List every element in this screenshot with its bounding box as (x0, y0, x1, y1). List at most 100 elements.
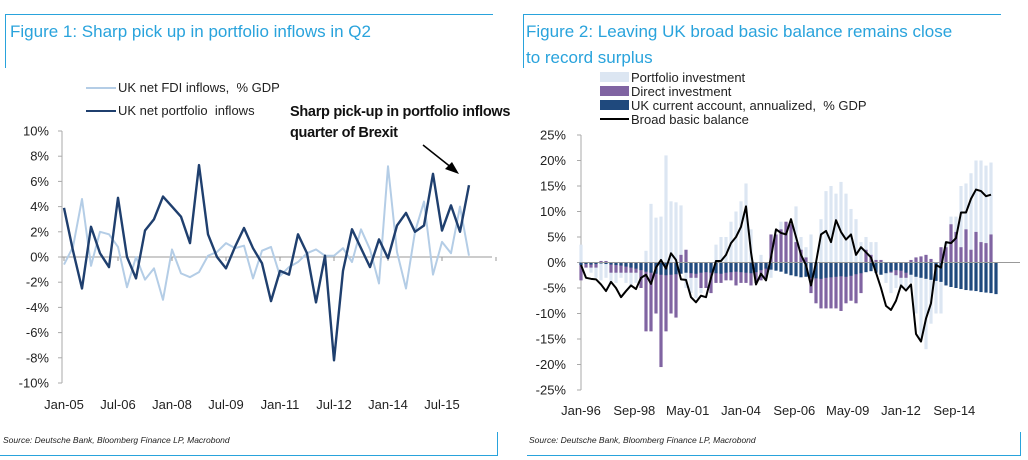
figure2-title-line-2: to record surplus (526, 48, 653, 67)
y-tick-label: -2% (26, 275, 50, 290)
bar-portfolio-investment (984, 165, 988, 263)
bar-direct-investment (699, 262, 703, 288)
bar-current-account (729, 262, 733, 273)
figure2-bottom-rule (527, 455, 1021, 456)
bar-direct-investment (614, 262, 618, 273)
bar-direct-investment (639, 262, 643, 288)
legend-item-fdi: UK net FDI inflows, % GDP (86, 76, 280, 99)
x-tick-label: Jul-15 (424, 397, 459, 412)
bar-portfolio-investment (744, 183, 748, 263)
annotation-line-1: Sharp pick-up in portfolio inflows (290, 104, 511, 120)
bar-portfolio-investment (604, 262, 608, 278)
bar-current-account (834, 262, 838, 277)
bar-direct-investment (919, 256, 923, 263)
series-line-portfolio (62, 163, 471, 362)
figure2-legend: Portfolio investment Direct investment U… (600, 70, 867, 127)
bar-current-account (699, 262, 703, 273)
bar-portfolio-investment (959, 186, 963, 263)
bar-current-account (864, 262, 868, 273)
bar-current-account (854, 262, 858, 275)
y-tick-label: 8% (30, 149, 49, 164)
figure2-title-line-1: Figure 2: Leaving UK broad basic balance… (526, 22, 953, 41)
x-tick-label: Jan-12 (881, 403, 921, 418)
bar-portfolio-investment (929, 262, 933, 324)
x-tick-label: May-09 (826, 403, 869, 418)
bar-current-account (894, 262, 898, 271)
bar-direct-investment (734, 262, 738, 286)
bar-direct-investment (764, 262, 768, 278)
bar-current-account (904, 262, 908, 273)
y-tick-label: 0% (30, 250, 49, 265)
y-tick-label: -10% (536, 306, 567, 321)
bar-current-account (874, 262, 878, 273)
bar-current-account (879, 262, 883, 275)
bar-direct-investment (939, 247, 943, 263)
bar-current-account (659, 262, 663, 275)
legend-item-broad-basic-balance: Broad basic balance (600, 112, 867, 127)
bar-direct-investment (594, 262, 598, 268)
bar-current-account (844, 262, 848, 277)
y-tick-label: 6% (30, 174, 49, 189)
bar-direct-investment (584, 262, 588, 268)
bar-portfolio-investment (964, 183, 968, 263)
bar-current-account (794, 262, 798, 277)
bar-portfolio-investment (889, 262, 893, 294)
bar-current-account (939, 262, 943, 282)
figure1-chart: 10% 8% 6% 4% 2% 0% -2% -4% -6% -8% -10% Jan-05 Jul-0… (19, 124, 497, 412)
bar-direct-investment (964, 229, 968, 263)
bar-current-account (694, 262, 698, 274)
legend-swatch-fdi (86, 86, 116, 89)
figure2-top-rule (523, 14, 1001, 15)
bar-direct-investment (624, 262, 628, 273)
bar-direct-investment (739, 262, 743, 283)
y-tick-label: 2% (30, 224, 49, 239)
figure1-legend: UK net FDI inflows, % GDP UK net portfol… (86, 76, 280, 122)
bar-portfolio-investment (824, 191, 828, 263)
bar-direct-investment (844, 262, 848, 304)
y-tick-label: 15% (540, 179, 566, 194)
y-tick-label: -4% (26, 300, 50, 315)
legend-label-portfolio: UK net portfolio inflows (118, 103, 255, 118)
bar-current-account (644, 262, 648, 272)
bar-direct-investment (819, 262, 823, 309)
bar-direct-investment (989, 234, 993, 263)
bar-portfolio-investment (759, 254, 763, 263)
bar-portfolio-investment (614, 262, 618, 283)
y-tick-label: -6% (26, 325, 50, 340)
bar-direct-investment (984, 243, 988, 263)
bar-current-account (689, 262, 693, 274)
bar-portfolio-investment (974, 160, 978, 263)
bar-portfolio-investment (839, 181, 843, 263)
bar-current-account (819, 262, 823, 279)
y-tick-label: 10% (540, 204, 566, 219)
bar-direct-investment (829, 262, 833, 309)
bar-direct-investment (579, 262, 583, 281)
bar-portfolio-investment (859, 242, 863, 263)
legend-item-portfolio: UK net portfolio inflows (86, 99, 280, 122)
legend-label-fdi: UK net FDI inflows, % GDP (118, 80, 280, 95)
bar-direct-investment (609, 262, 613, 273)
bar-current-account (974, 262, 978, 292)
bar-portfolio-investment (654, 217, 658, 263)
bar-portfolio-investment (714, 244, 718, 263)
bar-current-account (669, 262, 673, 275)
bar-portfolio-investment (854, 219, 858, 263)
bar-current-account (774, 262, 778, 271)
bar-direct-investment (879, 259, 883, 263)
bar-current-account (724, 262, 728, 273)
bar-direct-investment (684, 249, 688, 263)
bar-current-account (739, 262, 743, 273)
y-tick-label: 5% (547, 230, 566, 245)
bar-direct-investment (849, 262, 853, 301)
bar-direct-investment (914, 257, 918, 263)
legend-item-direct-investment: Direct investment (600, 84, 867, 99)
bar-current-account (614, 262, 618, 266)
bar-current-account (609, 262, 613, 265)
bar-direct-investment (769, 234, 773, 263)
bar-portfolio-investment (969, 173, 973, 263)
bar-direct-investment (814, 262, 818, 304)
bar-portfolio-investment (669, 201, 673, 263)
legend-swatch-current-account (600, 100, 629, 110)
bar-portfolio-investment (679, 205, 683, 263)
figure1-right-rule (497, 432, 498, 456)
